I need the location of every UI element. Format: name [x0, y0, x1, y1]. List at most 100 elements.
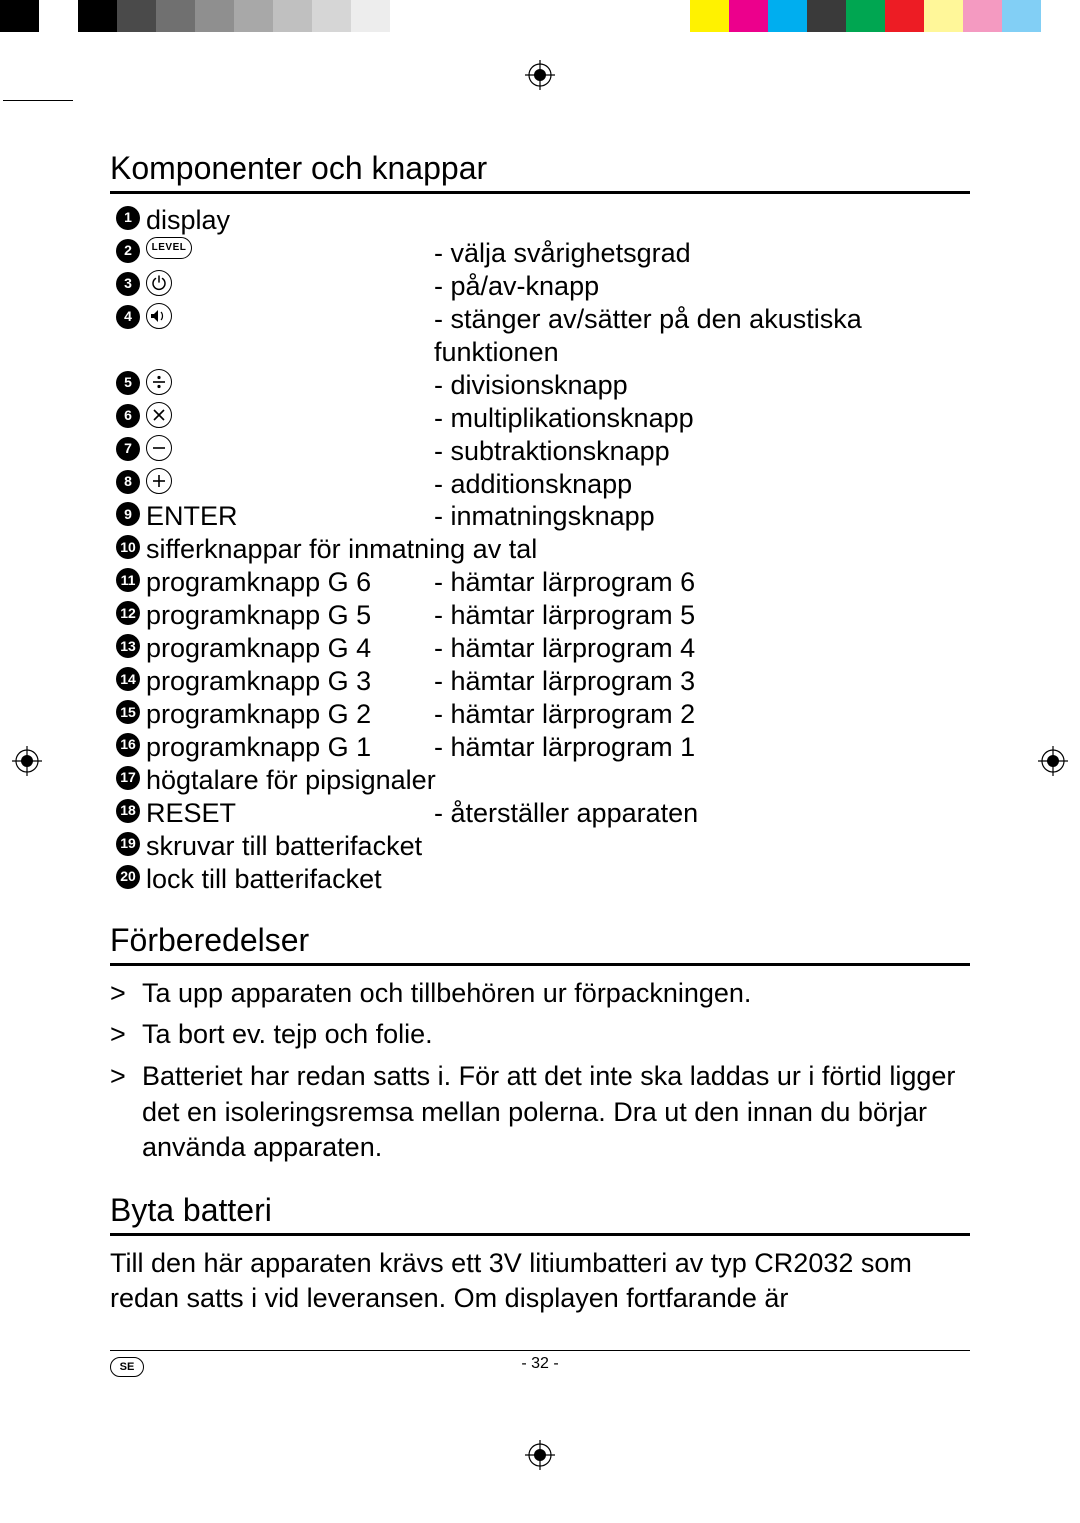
prep-list: > Ta upp apparaten och tillbehören ur för… [110, 976, 970, 1166]
component-label-text: högtalare för pipsignaler [146, 764, 436, 797]
component-label [146, 468, 434, 494]
number-bullet-icon: 18 [116, 799, 140, 823]
component-label: programknapp G 5 [146, 599, 434, 632]
number-bullet-icon: 11 [116, 568, 140, 592]
plus-icon [146, 468, 172, 494]
component-row: 14programknapp G 3 - hämtar lärprogram 3 [110, 665, 970, 698]
component-row: 3- på/av-knapp [110, 270, 970, 303]
number-bullet-icon: 7 [116, 437, 140, 461]
divide-icon [146, 369, 172, 395]
component-label [146, 270, 434, 296]
component-label: programknapp G 1 [146, 731, 434, 764]
number-bullet-icon: 5 [116, 371, 140, 395]
registration-mark-icon [12, 746, 42, 776]
component-label-text: programknapp G 5 [146, 599, 371, 632]
component-row: 7- subtraktionsknapp [110, 435, 970, 468]
component-row: 1display [110, 204, 970, 237]
component-label: programknapp G 4 [146, 632, 434, 665]
registration-mark-icon [1038, 746, 1068, 776]
component-description: - hämtar lärprogram 4 [434, 632, 970, 665]
prep-item: >Batteriet har redan satts i. För att de… [110, 1059, 970, 1166]
component-description: - hämtar lärprogram 2 [434, 698, 970, 731]
component-row: 11programknapp G 6 - hämtar lärprogram 6 [110, 566, 970, 599]
number-bullet-icon: 8 [116, 470, 140, 494]
component-label: sifferknappar för inmatning av tal [146, 533, 970, 566]
bullet-gt-icon: > [110, 976, 132, 1012]
components-list: 1display2 LEVEL - välja svårighetsgrad3- p… [110, 204, 970, 896]
component-description: - inmatningsknapp [434, 500, 970, 533]
component-description: - på/av-knapp [434, 270, 970, 303]
bullet-gt-icon: > [110, 1059, 132, 1166]
component-label [146, 435, 434, 461]
registration-mark-icon [525, 60, 555, 90]
component-label: programknapp G 3 [146, 665, 434, 698]
component-description: - hämtar lärprogram 6 [434, 566, 970, 599]
multiply-icon [146, 402, 172, 428]
component-description: - hämtar lärprogram 3 [434, 665, 970, 698]
component-label [146, 369, 434, 395]
component-row: 5- divisionsknapp [110, 369, 970, 402]
component-label [146, 402, 434, 428]
component-label-text: ENTER [146, 500, 238, 533]
battery-paragraph: Till den här apparaten krävs ett 3V liti… [110, 1246, 970, 1317]
component-description: - hämtar lärprogram 1 [434, 731, 970, 764]
component-description: - stänger av/sätter på den akustiska fun… [434, 303, 970, 369]
number-bullet-icon: 20 [116, 865, 140, 889]
component-description: - återställer apparaten [434, 797, 970, 830]
number-bullet-icon: 6 [116, 404, 140, 428]
component-label-text: programknapp G 6 [146, 566, 371, 599]
sound-icon [146, 303, 172, 329]
number-bullet-icon: 10 [116, 535, 140, 559]
prep-item-text: Batteriet har redan satts i. För att det… [142, 1059, 970, 1166]
number-bullet-icon: 2 [116, 239, 140, 263]
component-label-text: programknapp G 1 [146, 731, 371, 764]
crop-mark [3, 100, 73, 101]
level-icon: LEVEL [146, 237, 192, 259]
prep-item: > Ta upp apparaten och tillbehören ur för… [110, 976, 970, 1012]
component-label: ENTER [146, 500, 434, 533]
bullet-gt-icon: > [110, 1017, 132, 1053]
section-title-prep: Förberedelser [110, 922, 970, 966]
component-description: - additionsknapp [434, 468, 970, 501]
number-bullet-icon: 4 [116, 305, 140, 329]
component-row: 15programknapp G 2 - hämtar lärprogram 2 [110, 698, 970, 731]
component-label: högtalare för pipsignaler [146, 764, 970, 797]
prep-item: >Ta bort ev. tejp och folie. [110, 1017, 970, 1053]
component-label-text: programknapp G 2 [146, 698, 371, 731]
number-bullet-icon: 14 [116, 667, 140, 691]
component-label-text: RESET [146, 797, 236, 830]
number-bullet-icon: 9 [116, 502, 140, 526]
prep-item-text: Ta upp apparaten och tillbehören ur förp… [142, 976, 751, 1012]
component-label-text: display [146, 204, 230, 237]
component-description: - hämtar lärprogram 5 [434, 599, 970, 632]
component-row: 19skruvar till batterifacket [110, 830, 970, 863]
component-label: programknapp G 2 [146, 698, 434, 731]
component-label: display [146, 204, 970, 237]
number-bullet-icon: 16 [116, 733, 140, 757]
component-row: 10sifferknappar för inmatning av tal [110, 533, 970, 566]
number-bullet-icon: 19 [116, 832, 140, 856]
page-content: Komponenter och knappar 1display2LEVEL- … [110, 150, 970, 1317]
component-label-text: programknapp G 4 [146, 632, 371, 665]
number-bullet-icon: 15 [116, 700, 140, 724]
component-label: RESET [146, 797, 434, 830]
language-badge: SE [110, 1357, 144, 1377]
component-row: 20lock till batterifacket [110, 863, 970, 896]
component-row: 12programknapp G 5 - hämtar lärprogram 5 [110, 599, 970, 632]
component-row: 2 LEVEL - välja svårighetsgrad [110, 237, 970, 270]
component-label: lock till batterifacket [146, 863, 970, 896]
component-label: LEVEL [146, 237, 434, 259]
component-row: 16programknapp G 1 - hämtar lärprogram 1 [110, 731, 970, 764]
number-bullet-icon: 17 [116, 766, 140, 790]
component-row: 8 - additionsknapp [110, 468, 970, 501]
component-row: 18RESET - återställer apparaten [110, 797, 970, 830]
component-label-text: programknapp G 3 [146, 665, 371, 698]
component-row: 6 - multiplikationsknapp [110, 402, 970, 435]
component-description: - välja svårighetsgrad [434, 237, 970, 270]
component-description: - multiplikationsknapp [434, 402, 970, 435]
component-row: 9ENTER - inmatningsknapp [110, 500, 970, 533]
number-bullet-icon: 12 [116, 601, 140, 625]
component-row: 17högtalare för pipsignaler [110, 764, 970, 797]
number-bullet-icon: 1 [116, 206, 140, 230]
registration-mark-icon [525, 1440, 555, 1470]
